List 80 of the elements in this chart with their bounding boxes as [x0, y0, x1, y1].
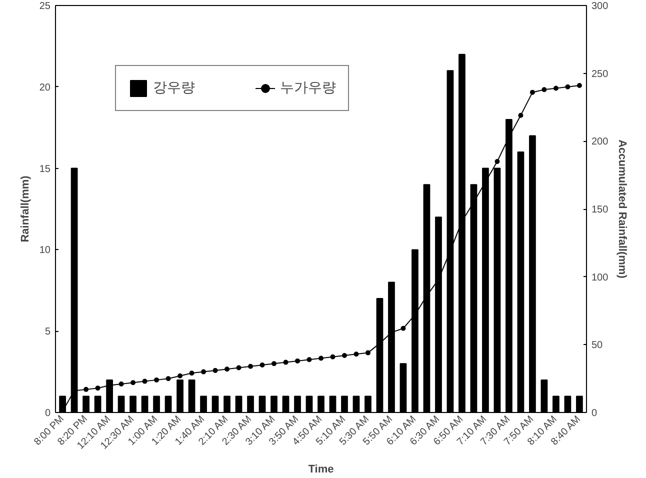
point	[142, 378, 148, 384]
y-axis-title: Rainfall(mm)	[19, 175, 32, 242]
point	[494, 159, 500, 164]
bar	[318, 396, 324, 412]
y-tick-label: 15	[39, 164, 51, 175]
point	[283, 360, 288, 365]
bar	[212, 396, 219, 412]
point	[354, 352, 359, 357]
point	[130, 380, 136, 386]
bar	[282, 396, 290, 412]
point	[295, 358, 300, 364]
point	[212, 368, 218, 373]
point	[272, 361, 277, 366]
point	[553, 86, 558, 91]
y2-tick-label: 250	[592, 68, 609, 80]
point	[95, 386, 100, 391]
bar	[235, 396, 242, 412]
bar	[576, 396, 583, 412]
point	[400, 326, 406, 331]
bar	[529, 135, 536, 412]
bar	[164, 396, 172, 412]
point	[342, 353, 347, 358]
bar	[82, 396, 90, 412]
point	[178, 373, 183, 378]
point	[224, 366, 230, 372]
y2-tick-label: 0	[592, 408, 598, 419]
point	[306, 357, 312, 362]
y2-tick-label: 200	[592, 136, 609, 148]
y2-tick-label: 50	[592, 340, 604, 352]
point	[530, 90, 535, 95]
point	[565, 84, 570, 90]
bar	[94, 396, 102, 412]
bar	[294, 396, 301, 412]
point	[542, 87, 547, 92]
bar	[364, 396, 372, 412]
bar	[200, 396, 207, 412]
bar	[540, 379, 548, 412]
bar	[352, 396, 360, 412]
point	[260, 362, 265, 368]
x-axis-title: Time	[308, 464, 334, 476]
point	[236, 365, 242, 370]
y-tick-label: 20	[39, 82, 51, 94]
bar	[188, 379, 196, 412]
bar	[517, 152, 524, 412]
point	[118, 382, 124, 387]
bar	[564, 396, 572, 412]
bar	[552, 396, 560, 412]
y2-tick-label: 150	[592, 204, 609, 216]
point	[84, 386, 89, 392]
legend-label: 강우량	[153, 79, 195, 97]
point	[365, 350, 370, 356]
point	[330, 354, 336, 360]
point	[154, 377, 160, 382]
bar	[329, 396, 336, 412]
y-tick-label: 0	[44, 408, 51, 419]
bar	[306, 396, 313, 412]
y-tick-label: 10	[39, 245, 51, 256]
bar	[247, 396, 254, 412]
bar	[153, 396, 160, 412]
bar	[141, 396, 148, 412]
bar	[224, 396, 230, 412]
y-tick-label: 5	[44, 326, 51, 338]
point	[518, 112, 524, 118]
point	[189, 370, 194, 376]
y2-axis-title: Accumulated Rainfall(mm)	[616, 140, 628, 279]
point	[201, 369, 206, 374]
bar	[258, 396, 266, 412]
point	[248, 364, 254, 369]
bar	[270, 396, 278, 412]
y-tick-label: 25	[39, 1, 51, 12]
bar	[400, 363, 407, 412]
point	[166, 376, 171, 382]
point	[318, 356, 324, 361]
bar	[341, 396, 348, 412]
point	[576, 83, 582, 88]
bar	[118, 396, 125, 412]
legend-label: 누가우량	[280, 79, 336, 97]
bar	[130, 396, 136, 412]
y2-tick-label: 100	[592, 272, 609, 284]
y2-tick-label: 300	[592, 1, 609, 12]
